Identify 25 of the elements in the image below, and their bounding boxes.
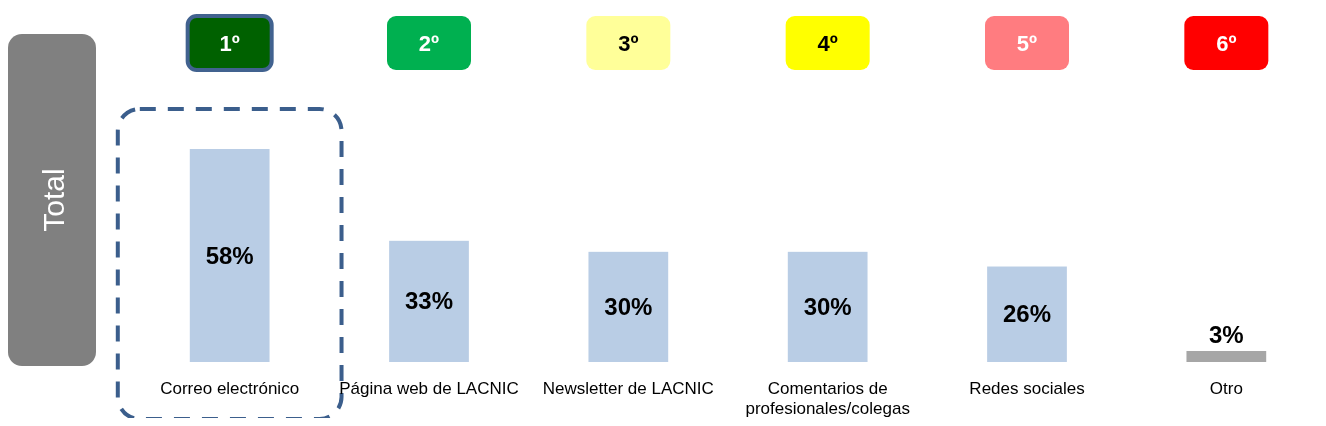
x-tick-label: Correo electrónico	[160, 379, 300, 398]
x-tick-label: Página web de LACNIC	[339, 379, 519, 398]
data-label: 33%	[404, 287, 454, 315]
text: 2º	[418, 31, 440, 56]
bar	[1186, 350, 1267, 362]
x-tick-label: Otro	[1209, 379, 1243, 398]
x-tick-label: Comentarios de profesionales/colegas	[745, 379, 910, 418]
text: 5º	[1016, 31, 1038, 56]
bar	[787, 251, 868, 362]
data-label: 3%	[1208, 320, 1244, 348]
bar	[189, 149, 270, 362]
text: 1º	[219, 31, 240, 56]
bar	[588, 251, 669, 362]
text: 6º	[1216, 31, 1237, 56]
y-axis-title: Total	[37, 168, 70, 232]
data-label: 30%	[604, 292, 653, 320]
data-label: 26%	[1002, 300, 1052, 328]
bar	[987, 266, 1067, 362]
data-label: 58%	[205, 241, 254, 269]
x-tick-label: Redes sociales	[969, 379, 1085, 398]
x-tick-label: Newsletter de LACNIC	[542, 379, 714, 398]
data-label: 30%	[803, 292, 852, 320]
text: 3º	[618, 31, 639, 56]
bar	[389, 240, 469, 362]
text: 4º	[817, 31, 838, 56]
